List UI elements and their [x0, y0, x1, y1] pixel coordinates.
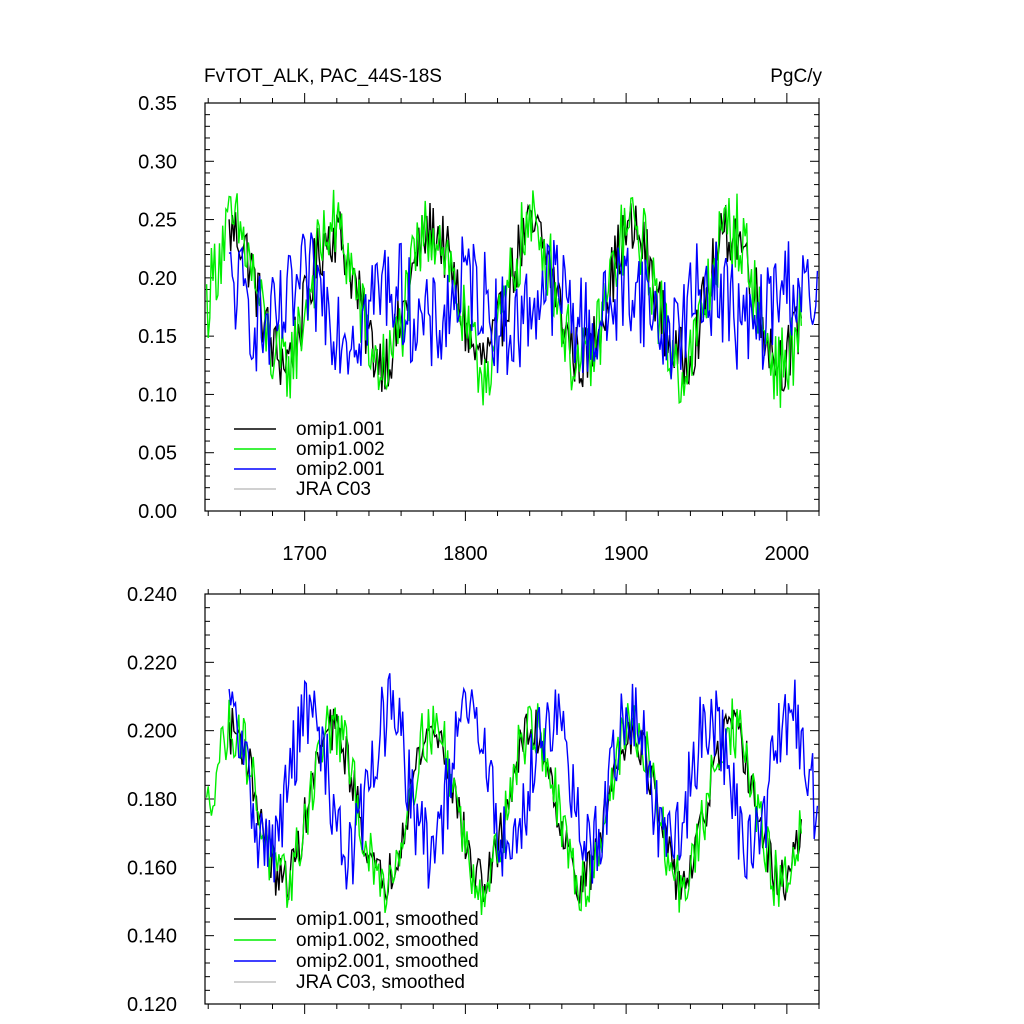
top-xtick-label: 1700: [282, 543, 327, 565]
top-chart-panel: FvTOT_ALK, PAC_44S-18S PgC/y 0.00 0.05 0.1…: [138, 66, 822, 565]
top-legend-label: omip1.001: [296, 419, 385, 440]
top-chart-title: FvTOT_ALK, PAC_44S-18S: [204, 66, 442, 87]
top-ytick-label: 0.25: [138, 210, 177, 232]
bottom-legend-label: JRA C03, smoothed: [296, 972, 465, 993]
top-plot-frame: [204, 102, 820, 512]
bottom-ytick-label: 0.120: [127, 994, 177, 1016]
top-legend-label: JRA C03: [296, 479, 371, 500]
bottom-ytick-label: 0.160: [127, 857, 177, 879]
bottom-legend-label: omip1.001, smoothed: [296, 909, 479, 930]
top-ytick-label: 0.10: [138, 384, 177, 406]
bottom-ytick-label: 0.140: [127, 926, 177, 948]
top-ytick-label: 0.30: [138, 151, 177, 173]
top-legend-label: omip1.002: [296, 439, 385, 460]
top-ytick-label: 0.00: [138, 501, 177, 523]
bottom-series-line-omip1-002-smoothed: [205, 698, 802, 916]
top-ytick-label: 0.35: [138, 93, 177, 115]
bottom-ytick-label: 0.220: [127, 652, 177, 674]
bottom-chart-panel: 0.120 0.140 0.160 0.180 0.200 0.220 0.240 omip…: [127, 584, 820, 1016]
bottom-ytick-label: 0.240: [127, 584, 177, 606]
bottom-series-line-omip2-001-smoothed: [228, 673, 819, 890]
top-xtick-label: 1800: [443, 543, 488, 565]
top-series-line-omip1-002: [205, 189, 802, 408]
bottom-legend-label: omip1.002, smoothed: [296, 930, 479, 951]
top-ytick-label: 0.15: [138, 326, 177, 348]
top-chart-units: PgC/y: [770, 66, 822, 87]
top-series-line-omip2-001: [228, 232, 819, 380]
top-ytick-label: 0.20: [138, 268, 177, 290]
top-xtick-label: 2000: [765, 543, 810, 565]
bottom-legend-label: omip2.001, smoothed: [296, 951, 479, 972]
top-legend-label: omip2.001: [296, 459, 385, 480]
top-xtick-label: 1900: [604, 543, 649, 565]
top-ytick-label: 0.05: [138, 443, 177, 465]
bottom-ytick-label: 0.180: [127, 789, 177, 811]
bottom-ytick-label: 0.200: [127, 721, 177, 743]
